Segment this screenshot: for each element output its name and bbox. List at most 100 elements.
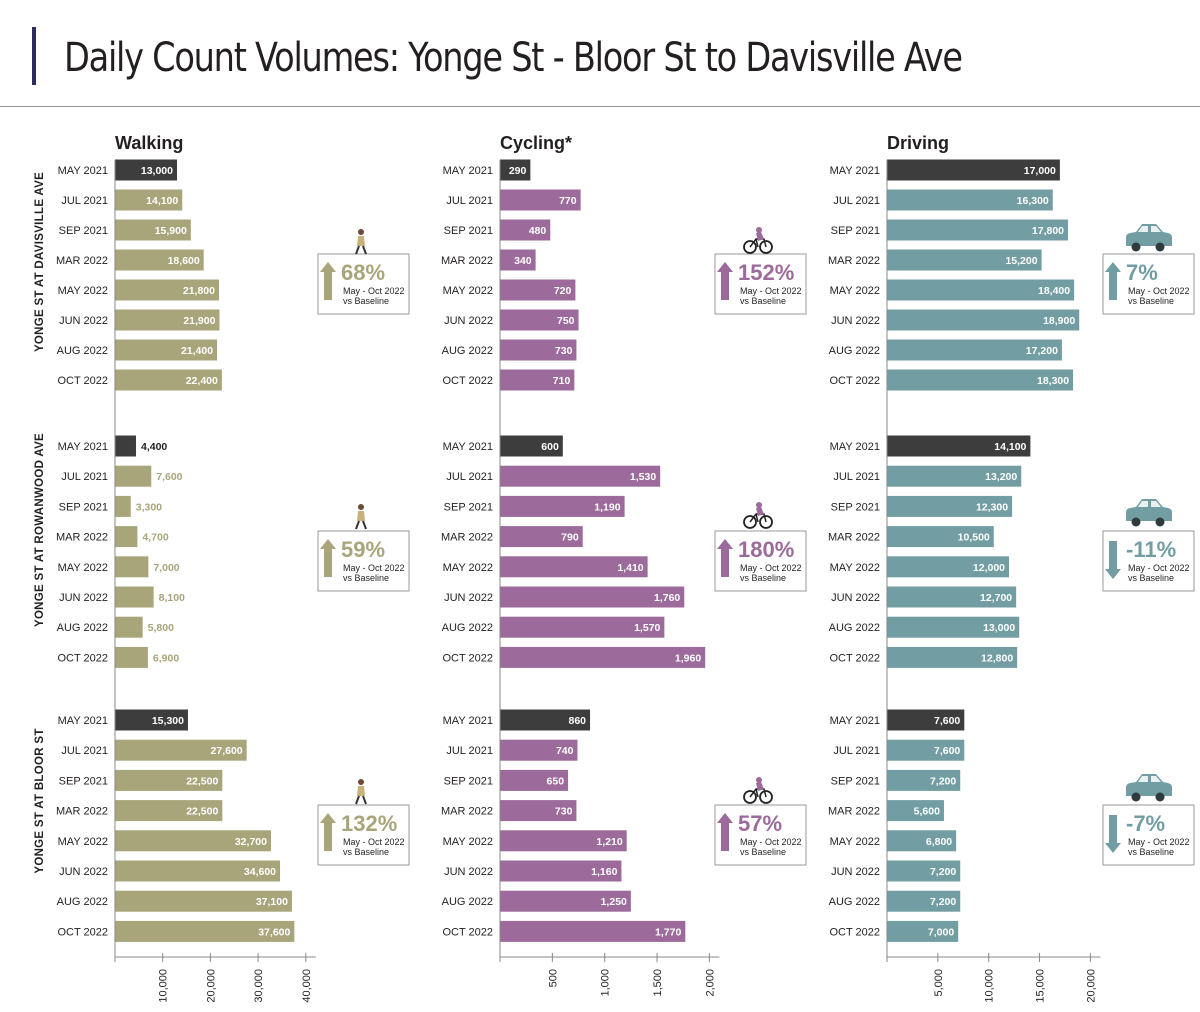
x-tick-label: 10,000: [984, 969, 996, 1003]
data-label: 13,200: [985, 471, 1017, 483]
bar-driving: [887, 219, 1069, 241]
bar-cycling: [500, 219, 551, 241]
page-title: Daily Count Volumes: Yonge St - Bloor St…: [64, 35, 963, 81]
x-tick-label: 40,000: [301, 969, 313, 1003]
change-value: -11%: [1126, 537, 1176, 562]
arrow-up-icon: [320, 539, 336, 577]
bar-cycling: [500, 435, 563, 457]
data-label: 5,800: [148, 622, 174, 634]
category-label: MAY 2021: [58, 165, 108, 177]
category-label: MAY 2022: [58, 562, 108, 574]
bar-cycling: [500, 739, 578, 761]
category-label: MAY 2022: [443, 285, 493, 297]
bar-walking: [115, 586, 154, 608]
category-label: MAR 2022: [828, 806, 880, 818]
x-tick-label: 20,000: [205, 969, 217, 1003]
data-label: 32,700: [235, 836, 267, 848]
change-caption: May - Oct 2022: [1128, 286, 1190, 296]
category-label: MAY 2021: [830, 165, 880, 177]
data-label: 7,600: [934, 715, 960, 727]
category-label: OCT 2022: [442, 375, 493, 387]
data-label: 5,600: [914, 806, 940, 818]
change-value: 59%: [341, 537, 385, 562]
data-label: 7,600: [156, 471, 182, 483]
pedestrian-icon: [355, 779, 367, 805]
category-label: SEP 2021: [831, 775, 880, 787]
category-label: SEP 2021: [59, 501, 108, 513]
category-label: OCT 2022: [442, 926, 493, 938]
data-label: 7,200: [930, 866, 956, 878]
data-label: 1,250: [601, 896, 627, 908]
data-label: 22,400: [186, 375, 218, 387]
bar-cycling: [500, 309, 579, 331]
arrow-up-icon: [320, 262, 336, 300]
change-caption: vs Baseline: [343, 296, 389, 306]
change-caption: vs Baseline: [1128, 847, 1174, 857]
bar-walking: [115, 739, 247, 761]
category-label: MAY 2021: [443, 441, 493, 453]
category-label: JUL 2021: [446, 745, 493, 757]
x-tick-label: 15,000: [1035, 969, 1047, 1003]
bar-driving: [887, 159, 1060, 181]
category-label: JUL 2021: [446, 471, 493, 483]
category-label: MAY 2022: [830, 285, 880, 297]
data-label: 21,400: [181, 345, 213, 357]
pedestrian-icon: [355, 504, 367, 530]
arrow-up-icon: [320, 813, 336, 851]
arrow-up-icon: [717, 262, 733, 300]
data-label: 1,960: [675, 652, 701, 664]
bar-cycling: [500, 920, 686, 942]
category-label: AUG 2022: [829, 345, 880, 357]
bar-driving: [887, 646, 1018, 668]
category-label: AUG 2022: [57, 896, 108, 908]
data-label: 37,100: [256, 896, 288, 908]
data-label: 17,000: [1024, 165, 1056, 177]
change-caption: May - Oct 2022: [740, 286, 802, 296]
data-label: 18,300: [1037, 375, 1069, 387]
data-label: 6,800: [926, 836, 952, 848]
change-value: 68%: [341, 260, 385, 285]
data-label: 22,500: [186, 806, 218, 818]
bar-driving: [887, 830, 957, 852]
arrow-down-icon: [1105, 815, 1121, 853]
bar-walking: [115, 495, 131, 517]
category-label: SEP 2021: [59, 225, 108, 237]
category-label: MAR 2022: [56, 532, 108, 544]
category-label: JUL 2021: [61, 745, 108, 757]
bar-walking: [115, 616, 143, 638]
bar-cycling: [500, 526, 583, 548]
bar-cycling: [500, 586, 685, 608]
data-label: 34,600: [244, 866, 276, 878]
category-label: MAY 2022: [830, 562, 880, 574]
category-label: OCT 2022: [829, 375, 880, 387]
data-label: 18,600: [168, 255, 200, 267]
bar-cycling: [500, 339, 577, 361]
category-label: MAR 2022: [56, 806, 108, 818]
bicycle-icon: [743, 777, 773, 804]
change-caption: May - Oct 2022: [1128, 563, 1190, 573]
bar-cycling: [500, 709, 591, 731]
bar-driving: [887, 465, 1022, 487]
bar-driving: [887, 890, 961, 912]
change-caption: vs Baseline: [343, 847, 389, 857]
category-label: MAR 2022: [441, 255, 493, 267]
car-icon: [1126, 774, 1172, 802]
data-label: 12,700: [980, 592, 1012, 604]
data-label: 18,900: [1043, 315, 1075, 327]
bar-walking: [115, 435, 136, 457]
change-caption: May - Oct 2022: [740, 563, 802, 573]
title-divider: [0, 106, 1200, 107]
bicycle-icon: [743, 502, 773, 529]
bar-walking: [115, 800, 223, 822]
data-label: 3,300: [136, 501, 162, 513]
category-label: MAR 2022: [56, 255, 108, 267]
bar-driving: [887, 556, 1010, 578]
title-accent-bar: [32, 27, 36, 85]
bar-driving: [887, 920, 959, 942]
change-caption: May - Oct 2022: [740, 837, 802, 847]
category-label: JUN 2022: [831, 866, 880, 878]
bar-cycling: [500, 646, 706, 668]
